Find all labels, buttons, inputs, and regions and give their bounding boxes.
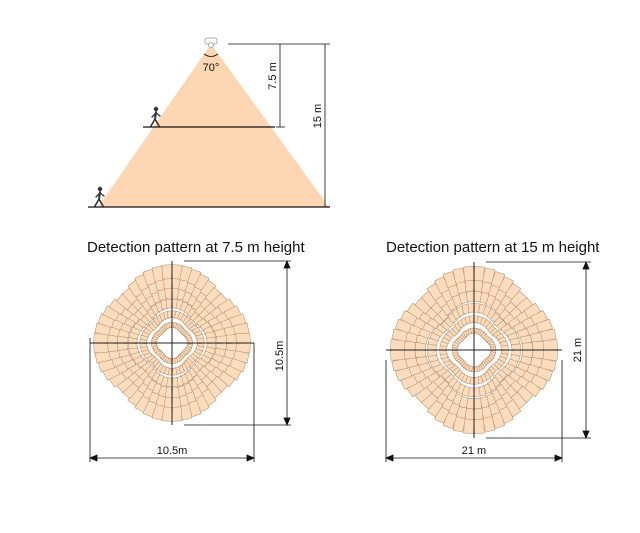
detection-zone-cell bbox=[463, 418, 475, 434]
dimension-label-15m: 15 m bbox=[312, 104, 324, 128]
width-dimension bbox=[384, 360, 564, 462]
detection-zones bbox=[390, 266, 558, 434]
detection-cone bbox=[98, 44, 329, 207]
detection-zone-cell bbox=[390, 349, 406, 361]
angle-arc bbox=[203, 53, 219, 57]
crosshair bbox=[386, 262, 562, 438]
detection-zone-cell bbox=[171, 406, 183, 422]
height-dimension bbox=[486, 260, 591, 440]
detection-pattern-15m: Detection pattern at 15 m height 21 m 21… bbox=[384, 239, 600, 462]
height-label: 21 m bbox=[572, 338, 584, 362]
side-view: 70° 7.5 m bbox=[88, 37, 330, 208]
detection-zone-cell bbox=[542, 349, 558, 361]
detection-zone-cell bbox=[390, 339, 406, 351]
pattern-title: Detection pattern at 15 m height bbox=[386, 239, 600, 256]
detection-zone-cell bbox=[161, 264, 173, 280]
detection-zone-cell bbox=[466, 290, 475, 303]
person-walking-icon bbox=[94, 186, 105, 207]
detection-zone-cell bbox=[235, 332, 251, 344]
detection-zone-cell bbox=[414, 349, 427, 358]
detection-pattern-7-5m: Detection pattern at 7.5 m height 10.5m … bbox=[87, 239, 305, 462]
detection-zone-cell bbox=[473, 266, 485, 282]
detection-zone-cell bbox=[473, 418, 485, 434]
detection-zone-cell bbox=[521, 342, 534, 351]
height-label: 10.5m bbox=[274, 341, 286, 372]
pattern-title: Detection pattern at 7.5 m height bbox=[87, 239, 305, 256]
person-walking-icon bbox=[150, 106, 161, 127]
dimension-7-5m bbox=[228, 43, 285, 128]
detection-zone-cell bbox=[542, 339, 558, 351]
sensor-icon bbox=[204, 37, 218, 48]
height-dimension bbox=[184, 259, 291, 427]
width-dimension bbox=[88, 338, 256, 462]
dimension-label-7-5m: 7.5 m bbox=[267, 62, 279, 90]
width-label: 10.5m bbox=[157, 445, 188, 457]
angle-label: 70° bbox=[203, 62, 220, 74]
crosshair bbox=[90, 261, 254, 425]
detection-zone-cell bbox=[473, 397, 482, 410]
detection-zones bbox=[93, 264, 251, 422]
width-label: 21 m bbox=[462, 445, 486, 457]
detection-zone-cell bbox=[511, 343, 521, 351]
detection-zone-cell bbox=[463, 266, 475, 282]
dimension-15m bbox=[285, 43, 330, 207]
detection-zone-cell bbox=[93, 342, 109, 354]
